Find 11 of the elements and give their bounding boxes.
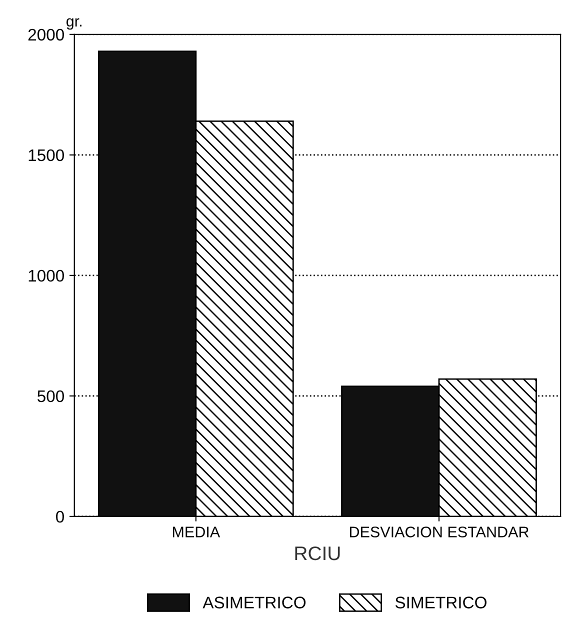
- legend-label: SIMETRICO: [395, 596, 486, 608]
- x-tick-label: MEDIA: [172, 526, 220, 538]
- x-axis-title: RCIU: [295, 546, 340, 560]
- legend-label: ASIMETRICO: [202, 596, 306, 608]
- y-tick-label: 500: [38, 390, 64, 402]
- y-tick-label: 2000: [28, 28, 64, 41]
- y-axis-title: gr.: [66, 18, 82, 30]
- x-tick-label: DESVIACION ESTANDAR: [350, 526, 529, 538]
- y-tick-label: 1000: [28, 270, 64, 282]
- y-tick-label: 1500: [28, 149, 64, 162]
- y-tick-label: 0: [56, 510, 64, 523]
